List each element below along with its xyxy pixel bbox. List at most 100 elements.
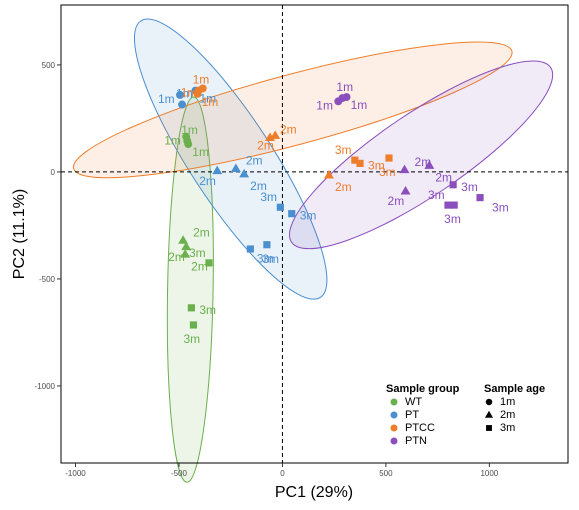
point-ptcc-3m xyxy=(351,156,359,164)
y-tick-label: -1000 xyxy=(35,382,56,391)
point-pt-2m xyxy=(239,168,250,178)
x-tick-label: -1000 xyxy=(65,469,86,478)
point-pt-2m xyxy=(230,163,241,173)
legend-age-title: Sample age xyxy=(484,383,545,395)
x-tick-label: 1000 xyxy=(480,469,498,478)
point-wt-1m xyxy=(184,140,193,149)
point-label-pt: 3m xyxy=(262,252,279,266)
legend-shape-3m xyxy=(486,425,492,431)
ellipse-ptn xyxy=(288,60,554,250)
point-label-pt: 2m xyxy=(250,179,267,193)
point-ptcc-3m xyxy=(385,154,393,162)
legend-label-ptn: PTN xyxy=(405,435,427,447)
legend-age-2m: 2m xyxy=(500,409,515,421)
point-pt-3m xyxy=(246,245,254,253)
legend-shape-2m xyxy=(484,410,494,418)
point-ptn-3m xyxy=(449,181,457,189)
point-label-ptcc: 1m xyxy=(202,95,219,109)
reference-lines xyxy=(61,5,568,463)
point-wt-3m xyxy=(189,321,198,329)
point-ptn-2m xyxy=(399,164,410,174)
legend-group-title: Sample group xyxy=(386,383,460,395)
point-label-ptn: 2m xyxy=(435,171,452,185)
point-label-ptcc: 3m xyxy=(335,143,352,157)
ellipse-pt xyxy=(133,18,328,300)
point-label-ptcc: 3m xyxy=(368,158,385,172)
point-label-wt: 1m xyxy=(192,145,209,159)
point-pt-1m xyxy=(176,90,184,99)
legend-swatch-ptn xyxy=(390,437,398,445)
x-tick-label: -500 xyxy=(171,469,188,478)
legend-age-1m: 1m xyxy=(500,396,515,408)
axis-ticks: -1000 -500 0 500 1000 500 0 -500 -1000 xyxy=(35,61,499,478)
point-label-pt: 1m xyxy=(176,87,193,101)
point-ptcc-3m xyxy=(356,159,364,167)
point-pt-2m xyxy=(212,165,223,175)
plot-panel-border xyxy=(60,4,569,464)
point-label-ptn: 2m xyxy=(388,194,405,208)
legend-label-wt: WT xyxy=(405,396,422,408)
point-label-ptn: 3m xyxy=(444,212,461,226)
point-wt-3m xyxy=(205,259,213,267)
point-label-wt: 1m xyxy=(164,134,181,148)
point-label-ptcc: 3m xyxy=(379,165,396,179)
point-label-pt: 3m xyxy=(300,209,317,223)
legend-label-ptcc: PTCC xyxy=(405,422,435,434)
point-label-wt: 3m xyxy=(183,332,200,346)
x-axis-title: PC1 (29%) xyxy=(275,484,353,501)
point-ptn-3m xyxy=(450,201,458,209)
point-label-ptn: 3m xyxy=(492,201,509,215)
ellipse-wt xyxy=(166,96,214,483)
point-label-wt: 2m xyxy=(191,259,208,273)
point-label-pt: 1m xyxy=(158,92,175,106)
data-points xyxy=(176,84,484,329)
point-label-pt: 2m xyxy=(199,174,216,188)
point-label-pt: 1m xyxy=(200,92,217,106)
legend-shape-1m xyxy=(485,398,493,406)
legend-swatch-wt xyxy=(390,398,398,406)
point-ptn-1m xyxy=(342,93,351,101)
point-wt-2m xyxy=(178,235,189,244)
point-label-ptcc: 2m xyxy=(280,123,297,137)
point-label-wt: 2m xyxy=(168,250,185,264)
point-label-ptn: 1m xyxy=(351,98,368,112)
confidence-ellipses xyxy=(72,18,554,483)
point-pt-3m xyxy=(288,210,296,218)
point-label-ptcc: 2m xyxy=(335,180,352,194)
point-ptn-3m xyxy=(444,201,452,209)
y-tick-label: -500 xyxy=(39,275,56,284)
point-label-ptcc: 1m xyxy=(181,85,198,99)
y-axis-title: PC2 (11.1%) xyxy=(11,189,28,279)
point-wt-3m xyxy=(187,304,195,312)
point-wt-2m xyxy=(181,241,192,251)
point-pt-3m xyxy=(263,241,271,249)
y-tick-label: 0 xyxy=(51,168,56,177)
point-ptcc-1m xyxy=(193,89,202,98)
point-ptcc-2m xyxy=(265,132,275,141)
point-label-ptn: 1m xyxy=(336,80,353,94)
ellipse-ptcc xyxy=(72,41,513,179)
point-label-ptn: 3m xyxy=(428,188,445,202)
point-ptn-3m xyxy=(476,194,484,202)
point-label-wt: 1m xyxy=(181,123,198,137)
point-label-pt: 3m xyxy=(257,252,274,266)
point-ptn-2m xyxy=(424,160,435,169)
point-label-ptcc: 2m xyxy=(257,139,274,153)
point-label-wt: 2m xyxy=(193,225,210,239)
point-label-ptn: 2m xyxy=(415,155,432,169)
point-label-ptn: 1m xyxy=(316,98,333,112)
legend-label-pt: PT xyxy=(405,409,419,421)
point-label-pt: 2m xyxy=(246,154,263,168)
point-ptcc-2m xyxy=(270,130,281,139)
legend-swatch-pt xyxy=(390,411,398,419)
legend-swatch-ptcc xyxy=(390,424,398,432)
point-label-wt: 3m xyxy=(199,303,216,317)
point-label-ptn: 3m xyxy=(461,180,478,194)
point-pt-1m xyxy=(178,100,187,109)
point-label-ptcc: 1m xyxy=(193,73,210,87)
point-ptn-2m xyxy=(400,185,411,195)
point-ptcc-2m xyxy=(324,169,334,179)
